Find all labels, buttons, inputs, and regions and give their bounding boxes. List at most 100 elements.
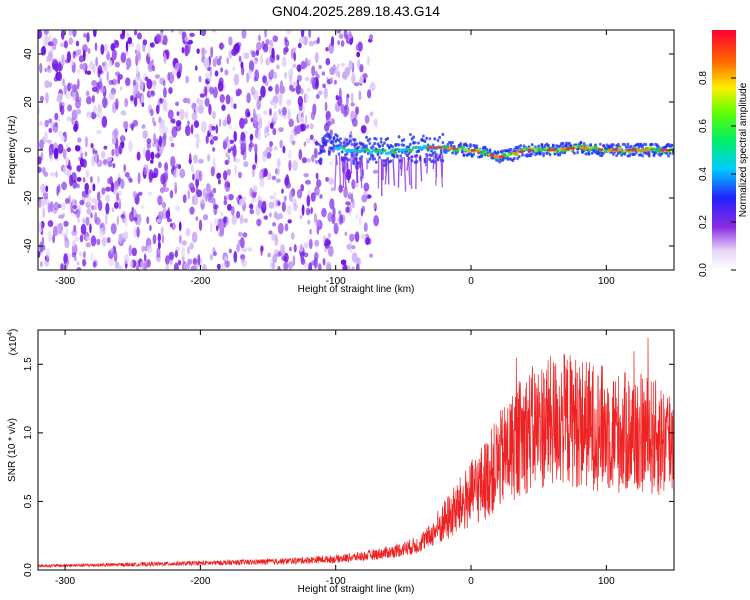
signal-halo bbox=[590, 151, 594, 155]
noise-blob bbox=[177, 164, 182, 170]
signal-core bbox=[569, 146, 576, 150]
noise-blob bbox=[269, 212, 272, 218]
noise-blob bbox=[296, 188, 303, 199]
signal-halo bbox=[396, 155, 399, 159]
signal-core bbox=[527, 148, 533, 152]
noise-blob bbox=[108, 60, 113, 68]
noise-blob bbox=[142, 146, 147, 157]
noise-blob bbox=[351, 73, 356, 85]
noise-blob bbox=[44, 92, 49, 104]
noise-blob bbox=[78, 251, 83, 257]
snr-axes: -300 -200 -100 0 100 0.0 0.5 1.0 1.5 bbox=[23, 330, 674, 587]
noise-blob bbox=[212, 187, 217, 194]
noise-blob bbox=[346, 94, 349, 107]
noise-blob bbox=[84, 136, 89, 145]
noise-blob bbox=[136, 216, 142, 226]
noise-blob bbox=[49, 201, 54, 213]
noise-blob bbox=[237, 171, 243, 179]
noise-blob bbox=[175, 124, 182, 132]
signal-streak bbox=[400, 157, 404, 176]
signal-core bbox=[659, 148, 666, 152]
signal-core bbox=[550, 148, 557, 152]
noise-blob bbox=[300, 184, 305, 192]
noise-blob bbox=[295, 125, 301, 135]
signal-halo bbox=[332, 136, 336, 141]
noise-blob bbox=[194, 65, 198, 71]
noise-blob bbox=[256, 41, 262, 51]
noise-blob bbox=[314, 51, 319, 64]
noise-blob bbox=[338, 33, 344, 39]
noise-blob bbox=[86, 32, 90, 43]
noise-blob bbox=[114, 61, 120, 68]
noise-blob bbox=[136, 43, 141, 52]
signal-core bbox=[451, 147, 457, 150]
signal-halo bbox=[381, 143, 385, 148]
noise-blob bbox=[184, 44, 189, 57]
noise-blob bbox=[289, 84, 294, 91]
noise-blob bbox=[191, 102, 196, 110]
noise-blob bbox=[304, 76, 310, 82]
signal-halo bbox=[530, 152, 534, 156]
signal-halo bbox=[335, 134, 339, 138]
noise-blob bbox=[284, 71, 288, 80]
noise-blob bbox=[253, 114, 258, 125]
noise-blob bbox=[326, 120, 332, 127]
noise-blob bbox=[92, 30, 97, 38]
signal-streak bbox=[350, 157, 353, 174]
noise-blob bbox=[106, 157, 113, 162]
noise-blob bbox=[328, 177, 334, 185]
noise-blob bbox=[314, 159, 319, 165]
noise-blob bbox=[113, 201, 119, 209]
noise-blob bbox=[111, 136, 117, 145]
noise-blob bbox=[129, 123, 135, 129]
noise-blob bbox=[272, 127, 277, 136]
noise-blob bbox=[265, 38, 270, 46]
signal-halo bbox=[615, 153, 619, 158]
noise-blob bbox=[216, 58, 221, 66]
noise-blob bbox=[76, 208, 81, 219]
noise-blob bbox=[198, 99, 204, 107]
noise-blob bbox=[123, 164, 126, 173]
snr-multiplier-exp: 4 bbox=[7, 332, 14, 336]
noise-blob bbox=[150, 159, 154, 164]
noise-blob bbox=[155, 104, 160, 115]
noise-blob bbox=[43, 30, 49, 35]
noise-blob bbox=[156, 247, 161, 258]
noise-blob bbox=[315, 219, 320, 227]
noise-blob bbox=[127, 36, 133, 45]
noise-blob bbox=[90, 212, 93, 219]
noise-blob bbox=[238, 55, 242, 63]
spectrogram-ytick-label: 0 bbox=[23, 147, 34, 153]
noise-blob bbox=[60, 263, 64, 270]
noise-blob bbox=[176, 111, 180, 116]
noise-blob bbox=[184, 36, 190, 43]
snr-xtick-label: -100 bbox=[326, 576, 346, 587]
noise-blob bbox=[46, 139, 52, 144]
noise-blob bbox=[349, 233, 355, 242]
noise-blob bbox=[362, 73, 368, 79]
snr-ytick-label: 1.5 bbox=[23, 357, 34, 371]
noise-blob bbox=[374, 118, 378, 128]
noise-blob bbox=[70, 59, 74, 66]
noise-blob bbox=[365, 128, 369, 136]
noise-blob bbox=[70, 201, 73, 214]
noise-blob bbox=[92, 261, 97, 268]
noise-blob bbox=[250, 117, 254, 123]
noise-blob bbox=[234, 164, 237, 175]
noise-blob bbox=[202, 187, 207, 199]
signal-streak bbox=[425, 154, 428, 167]
noise-blob bbox=[153, 167, 159, 178]
signal-core bbox=[617, 148, 623, 152]
signal-halo bbox=[379, 137, 383, 141]
signal-halo bbox=[428, 137, 432, 141]
noise-blob bbox=[202, 214, 209, 221]
signal-halo bbox=[368, 157, 372, 161]
noise-blob bbox=[325, 239, 332, 246]
noise-blob bbox=[228, 124, 232, 130]
noise-blob bbox=[74, 120, 79, 131]
noise-blob bbox=[114, 128, 119, 139]
signal-core bbox=[546, 148, 552, 152]
noise-blob bbox=[297, 74, 302, 82]
noise-blob bbox=[325, 46, 329, 52]
noise-blob bbox=[205, 135, 209, 144]
